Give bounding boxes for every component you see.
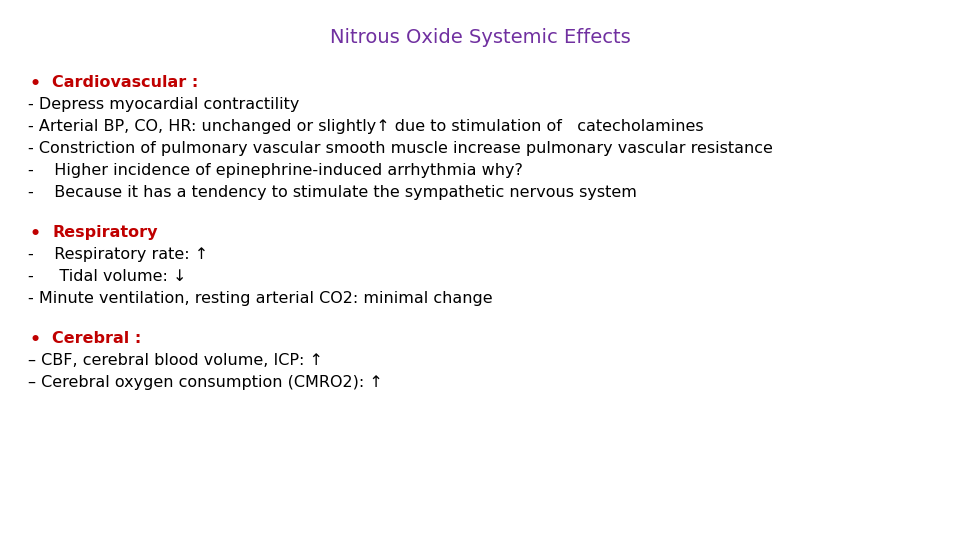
Text: Cardiovascular :: Cardiovascular : [52, 75, 199, 90]
Text: -    Higher incidence of epinephrine-induced arrhythmia why?: - Higher incidence of epinephrine-induce… [28, 163, 523, 178]
Text: - Constriction of pulmonary vascular smooth muscle increase pulmonary vascular r: - Constriction of pulmonary vascular smo… [28, 141, 773, 156]
Text: •: • [30, 331, 41, 349]
Text: - Arterial BP, CO, HR: unchanged or slightly↑ due to stimulation of   catecholam: - Arterial BP, CO, HR: unchanged or slig… [28, 119, 704, 134]
Text: – CBF, cerebral blood volume, ICP: ↑: – CBF, cerebral blood volume, ICP: ↑ [28, 353, 323, 368]
Text: - Minute ventilation, resting arterial CO2: minimal change: - Minute ventilation, resting arterial C… [28, 291, 492, 306]
Text: Cerebral :: Cerebral : [52, 331, 141, 346]
Text: -    Respiratory rate: ↑: - Respiratory rate: ↑ [28, 247, 208, 262]
Text: -    Because it has a tendency to stimulate the sympathetic nervous system: - Because it has a tendency to stimulate… [28, 185, 636, 200]
Text: Respiratory: Respiratory [52, 225, 157, 240]
Text: - Depress myocardial contractility: - Depress myocardial contractility [28, 97, 300, 112]
Text: Nitrous Oxide Systemic Effects: Nitrous Oxide Systemic Effects [329, 28, 631, 47]
Text: – Cerebral oxygen consumption (CMRO2): ↑: – Cerebral oxygen consumption (CMRO2): ↑ [28, 375, 383, 390]
Text: •: • [30, 225, 41, 243]
Text: -     Tidal volume: ↓: - Tidal volume: ↓ [28, 269, 186, 284]
Text: •: • [30, 75, 41, 93]
